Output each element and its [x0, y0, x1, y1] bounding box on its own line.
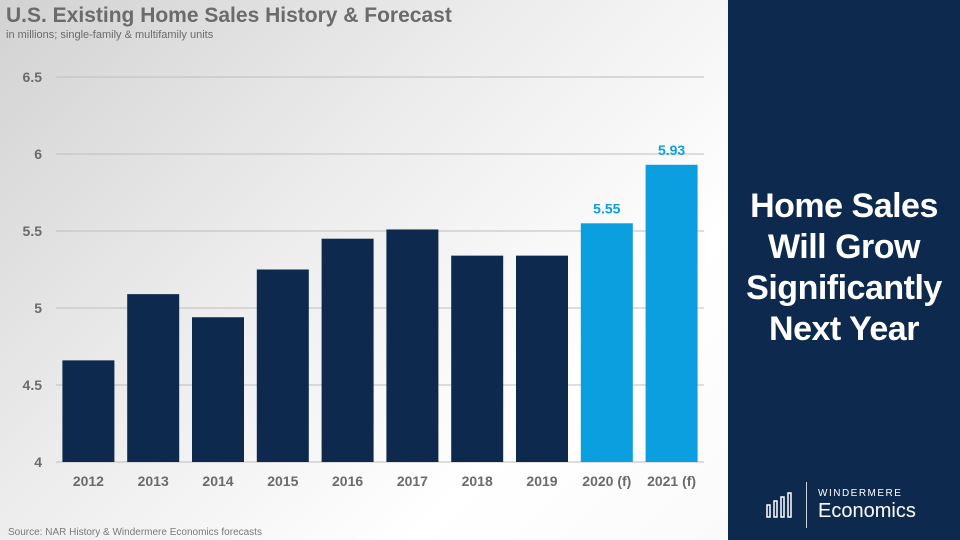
bar: [192, 317, 244, 462]
y-tick-label: 5: [34, 300, 42, 316]
logo-wordmark: Economics: [818, 500, 916, 522]
windermere-logo: WINDERMERE Economics: [766, 482, 946, 530]
y-tick-label: 4: [34, 454, 42, 470]
source-note: Source: NAR History & Windermere Economi…: [8, 527, 262, 538]
x-tick-label: 2021 (f): [647, 473, 696, 489]
y-tick-label: 6.5: [23, 69, 43, 85]
bar: [62, 360, 115, 462]
data-label: 5.55: [593, 200, 620, 216]
logo-divider: [806, 482, 807, 528]
x-tick-label: 2014: [202, 473, 233, 489]
headline-panel: [728, 0, 960, 540]
bar: [451, 255, 504, 462]
headline-line: Home Sales: [750, 187, 938, 225]
bar: [256, 269, 309, 462]
x-tick-label: 2017: [397, 473, 428, 489]
y-tick-label: 6: [34, 146, 42, 162]
x-tick-label: 2016: [332, 473, 363, 489]
bar-chart: 4 4.5 5 5.5 6 6.5 2012 2013 2014 2015 2016 2017 2018…: [23, 69, 704, 489]
x-tick-label: 2018: [462, 473, 493, 489]
bar: [127, 294, 180, 462]
bar-chart-icon: [766, 492, 792, 518]
x-tick-label: 2015: [267, 473, 298, 489]
headline-line: Will Grow: [768, 228, 920, 266]
data-label: 5.93: [658, 142, 685, 158]
headline-line: Next Year: [769, 310, 919, 348]
x-tick-label: 2020 (f): [582, 473, 631, 489]
bar: [386, 229, 439, 462]
logo-brand: WINDERMERE: [818, 488, 903, 499]
y-tick-label: 4.5: [23, 377, 43, 393]
bar: [580, 223, 633, 462]
chart-subtitle: in millions; single-family & multifamily…: [6, 29, 214, 41]
chart-title: U.S. Existing Home Sales History & Forec…: [6, 4, 452, 27]
x-tick-label: 2019: [526, 473, 557, 489]
bar: [645, 164, 698, 462]
bar: [321, 238, 374, 462]
x-tick-label: 2012: [73, 473, 104, 489]
headline-line: Significantly: [746, 269, 942, 307]
headline: Home Sales Will Grow Significantly Next …: [728, 186, 960, 350]
x-tick-label: 2013: [138, 473, 169, 489]
y-tick-label: 5.5: [23, 223, 43, 239]
bar: [516, 255, 568, 462]
